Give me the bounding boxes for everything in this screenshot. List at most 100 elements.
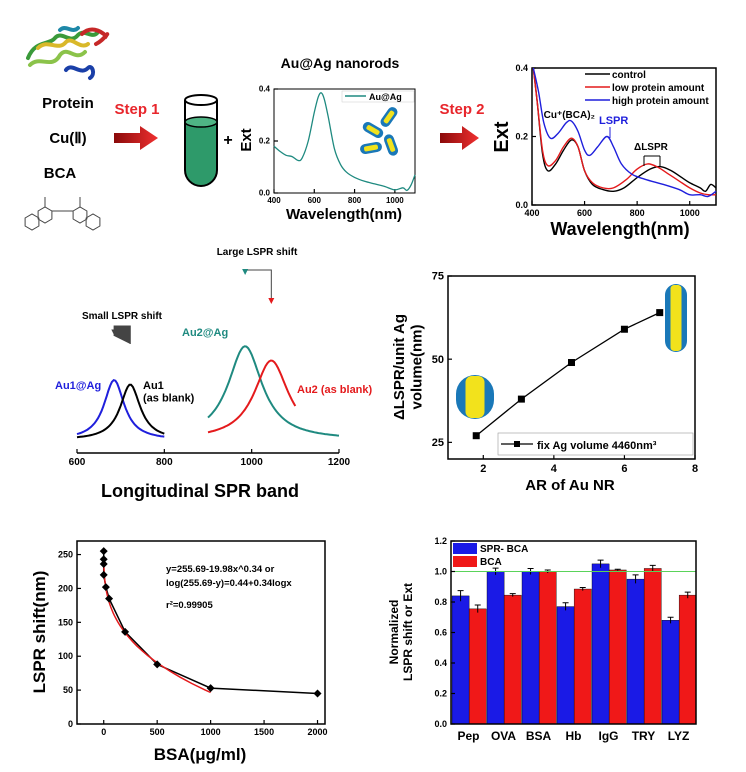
nanorod-icon — [362, 122, 384, 138]
error-bar — [457, 590, 464, 602]
legend-marker — [514, 441, 520, 447]
x-tick-label: 1000 — [201, 727, 221, 737]
small-shift-bracket — [111, 325, 131, 344]
rod-core — [363, 144, 379, 152]
step2-label: Step 2 — [439, 101, 484, 118]
series-label: Au1@Ag — [55, 380, 101, 392]
y-tick-label: 0.0 — [434, 719, 447, 729]
x-tick-label: 600 — [69, 457, 86, 468]
y-tick-label: 0.4 — [259, 85, 271, 94]
y-axis-label-line: Normalized — [387, 600, 401, 665]
y-axis-label: LSPR shift(nm) — [30, 571, 49, 694]
step1-label: Step 1 — [114, 101, 159, 118]
fit-equation: r²=0.99905 — [166, 600, 213, 611]
series-line-high-protein-amount — [532, 67, 717, 198]
rod-core — [383, 110, 395, 124]
y-tick-label: 0.4 — [434, 658, 447, 668]
y-axis-label: ΔLSPR/unit Agvolume(nm) — [391, 314, 425, 420]
tube-liquid — [184, 121, 218, 187]
step2-arrow-icon — [440, 126, 479, 150]
liquid-surface — [184, 116, 218, 128]
x-tick-label: 600 — [308, 196, 322, 205]
nanorod-icon — [380, 107, 398, 127]
annotation-lspr: LSPR — [599, 115, 628, 127]
x-tick-label: 800 — [156, 457, 173, 468]
error-bar — [684, 591, 691, 599]
bar-BSA-BCA — [538, 571, 557, 725]
x-tick-label: 800 — [348, 196, 362, 205]
bar-Hb-SPR-BCA — [556, 606, 575, 725]
rod-core — [386, 138, 396, 152]
bar-Hb-BCA — [573, 588, 592, 725]
error-bar — [474, 604, 481, 613]
protein-ribbon — [28, 49, 87, 67]
error-bar — [579, 587, 586, 591]
red-arrowhead — [268, 298, 275, 304]
x-tick-label: 8 — [692, 463, 698, 475]
x-category-label: Hb — [566, 729, 582, 743]
chart-au-ag-spectrum: 400 600 800 1000 0.0 0.2 0.4 Au@Ag Wavelength(nm… — [238, 85, 416, 223]
series-line-control — [532, 67, 717, 193]
annotation-delta-lspr: ΔLSPR — [634, 142, 669, 153]
short-nanorod-icon — [456, 375, 494, 419]
y-tick-label: 50 — [432, 354, 444, 366]
chart-protein-selectivity: 0.0 0.2 0.4 0.6 0.8 1.0 1.2 Pep OVA BSA Hb IgG TRY LY… — [387, 536, 697, 743]
ring — [24, 213, 40, 231]
fit-equation: y=255.69-19.98x^0.34 or — [166, 564, 275, 575]
legend-label: SPR- BCA — [480, 544, 528, 555]
legend-label: low protein amount — [612, 83, 705, 94]
series-label-line: (as blank) — [143, 393, 195, 405]
series-line-au-ag — [273, 92, 416, 192]
y-tick-label: 1.0 — [434, 567, 447, 577]
x-category-label: Pep — [457, 729, 479, 743]
chart-ar-dependence: 2 4 6 8 25 50 75 fix Ag volume 4460nm³ AR of Au … — [391, 271, 698, 494]
large-shift-bracket — [244, 269, 272, 300]
delta-lspr-bracket — [643, 155, 661, 166]
y-tick-label: 100 — [58, 651, 73, 661]
data-point — [472, 432, 480, 440]
protein-ribbon — [80, 27, 110, 46]
x-tick-label: 0 — [101, 727, 106, 737]
data-point — [101, 583, 110, 592]
y-tick-label: 0.8 — [434, 597, 447, 607]
y-tick-label: 0.4 — [515, 63, 528, 73]
y-axis-label: Ext — [238, 128, 255, 151]
bar-Pep-BCA — [468, 608, 487, 725]
curve-Au1@Ag — [76, 378, 165, 438]
y-axis-label-line: LSPR shift or Ext — [401, 583, 415, 681]
data-point — [99, 570, 108, 579]
data-point — [620, 325, 628, 333]
x-tick-label: 1000 — [680, 208, 700, 218]
series-label: Au1 (as blank) — [143, 380, 195, 405]
annotation-small-shift: Small LSPR shift — [82, 311, 163, 322]
series-label: Au2 (as blank) — [297, 384, 373, 396]
rod-core — [670, 285, 682, 351]
x-axis-label: BSA(μg/ml) — [154, 745, 247, 764]
plot-frame — [76, 540, 326, 725]
x-axis-label: Wavelength(nm) — [550, 219, 689, 239]
data-point — [568, 359, 575, 367]
nanorod-icon — [383, 134, 399, 156]
x-tick-label: 1000 — [386, 196, 404, 205]
legend-box — [341, 90, 415, 103]
scheme-panel: Protein Cu(Ⅱ) BCA Step 1 + Au@Ag nanorods — [24, 26, 400, 231]
error-bar — [667, 616, 674, 624]
x-tick-label: 4 — [551, 463, 558, 475]
x-tick-label: 1200 — [328, 457, 351, 468]
long-nanorod-icon — [665, 284, 687, 352]
bond — [44, 197, 81, 212]
y-tick-label: 0.2 — [259, 137, 271, 146]
tube-rim — [184, 94, 218, 106]
y-tick-label: 0.2 — [515, 132, 528, 142]
ring — [37, 206, 53, 224]
test-tube-icon — [184, 94, 218, 187]
bar-TRY-BCA — [643, 568, 662, 725]
ring — [72, 206, 88, 224]
data-point — [153, 660, 162, 669]
annotation-large-shift: Large LSPR shift — [217, 247, 298, 258]
data-point — [206, 684, 215, 693]
x-axis-label: AR of Au NR — [525, 477, 615, 494]
x-tick-label: 6 — [621, 463, 627, 475]
